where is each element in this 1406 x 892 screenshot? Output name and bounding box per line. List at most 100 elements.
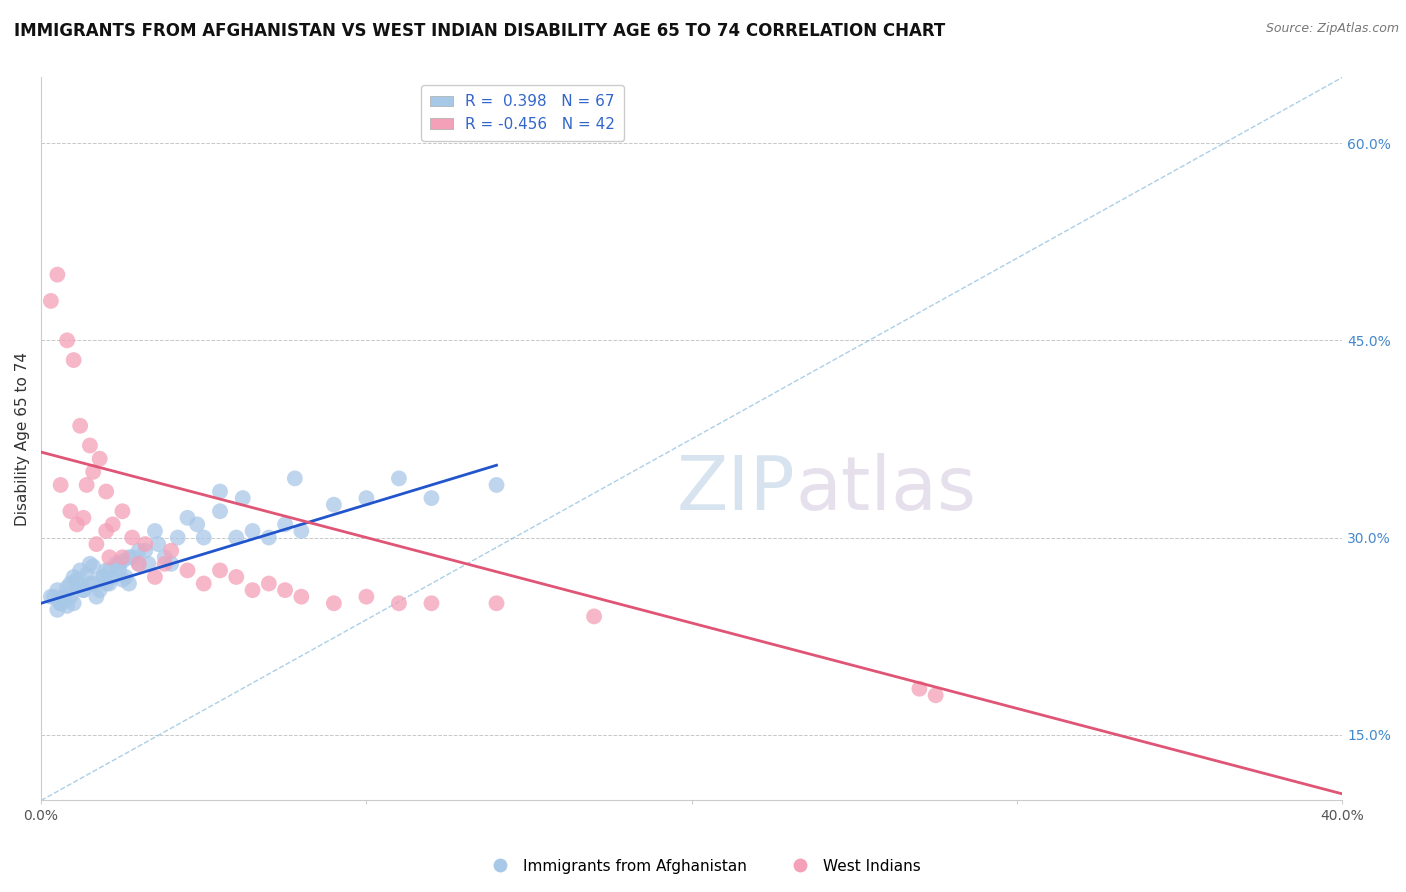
Point	[108, 563, 131, 577]
Point	[59, 590, 82, 604]
Point	[160, 543, 183, 558]
Point	[134, 537, 156, 551]
Point	[420, 491, 443, 505]
Point	[322, 596, 344, 610]
Point	[46, 268, 69, 282]
Point	[59, 504, 82, 518]
Point	[69, 418, 91, 433]
Point	[284, 471, 307, 485]
Point	[98, 576, 121, 591]
Point	[290, 524, 312, 538]
Point	[49, 596, 72, 610]
Point	[485, 596, 508, 610]
Point	[62, 353, 84, 368]
Point	[257, 531, 280, 545]
Point	[186, 517, 208, 532]
Point	[56, 599, 79, 613]
Point	[208, 504, 231, 518]
Point	[96, 524, 118, 538]
Point	[101, 570, 124, 584]
Point	[39, 293, 62, 308]
Point	[583, 609, 606, 624]
Point	[59, 576, 82, 591]
Point	[388, 596, 411, 610]
Text: atlas: atlas	[796, 453, 977, 526]
Point	[242, 524, 264, 538]
Point	[66, 517, 89, 532]
Point	[114, 570, 136, 584]
Point	[72, 583, 94, 598]
Point	[91, 570, 114, 584]
Point	[62, 596, 84, 610]
Point	[128, 557, 150, 571]
Point	[79, 438, 101, 452]
Point	[89, 583, 111, 598]
Point	[82, 576, 104, 591]
Point	[148, 537, 170, 551]
Point	[166, 531, 188, 545]
Point	[46, 583, 69, 598]
Point	[118, 576, 141, 591]
Point	[46, 603, 69, 617]
Point	[76, 478, 98, 492]
Text: Source: ZipAtlas.com: Source: ZipAtlas.com	[1265, 22, 1399, 36]
Point	[56, 334, 79, 348]
Point	[96, 563, 118, 577]
Point	[98, 550, 121, 565]
Point	[91, 570, 114, 584]
Point	[485, 478, 508, 492]
Point	[153, 557, 176, 571]
Point	[356, 590, 378, 604]
Point	[356, 491, 378, 505]
Point	[72, 583, 94, 598]
Text: ZIP: ZIP	[678, 453, 796, 526]
Point	[82, 559, 104, 574]
Point	[72, 511, 94, 525]
Point	[111, 550, 134, 565]
Point	[69, 563, 91, 577]
Point	[66, 576, 89, 591]
Point	[138, 557, 160, 571]
Point	[79, 576, 101, 591]
Point	[79, 557, 101, 571]
Point	[176, 563, 198, 577]
Point	[160, 557, 183, 571]
Point	[82, 465, 104, 479]
Point	[86, 537, 108, 551]
Point	[924, 688, 946, 702]
Point	[111, 504, 134, 518]
Point	[49, 596, 72, 610]
Point	[134, 543, 156, 558]
Point	[98, 563, 121, 577]
Point	[208, 563, 231, 577]
Point	[322, 498, 344, 512]
Point	[86, 590, 108, 604]
Point	[143, 524, 166, 538]
Point	[290, 590, 312, 604]
Point	[104, 557, 127, 571]
Point	[242, 583, 264, 598]
Point	[96, 576, 118, 591]
Point	[62, 570, 84, 584]
Point	[128, 557, 150, 571]
Point	[121, 531, 143, 545]
Point	[232, 491, 254, 505]
Point	[388, 471, 411, 485]
Point	[76, 567, 98, 582]
Text: IMMIGRANTS FROM AFGHANISTAN VS WEST INDIAN DISABILITY AGE 65 TO 74 CORRELATION C: IMMIGRANTS FROM AFGHANISTAN VS WEST INDI…	[14, 22, 945, 40]
Legend: Immigrants from Afghanistan, West Indians: Immigrants from Afghanistan, West Indian…	[479, 853, 927, 880]
Point	[96, 484, 118, 499]
Point	[39, 590, 62, 604]
Point	[42, 590, 65, 604]
Point	[193, 531, 215, 545]
Point	[153, 550, 176, 565]
Point	[108, 557, 131, 571]
Point	[49, 478, 72, 492]
Point	[111, 554, 134, 568]
Point	[176, 511, 198, 525]
Point	[66, 573, 89, 587]
Point	[52, 590, 75, 604]
Y-axis label: Disability Age 65 to 74: Disability Age 65 to 74	[15, 352, 30, 526]
Point	[89, 451, 111, 466]
Point	[274, 583, 297, 598]
